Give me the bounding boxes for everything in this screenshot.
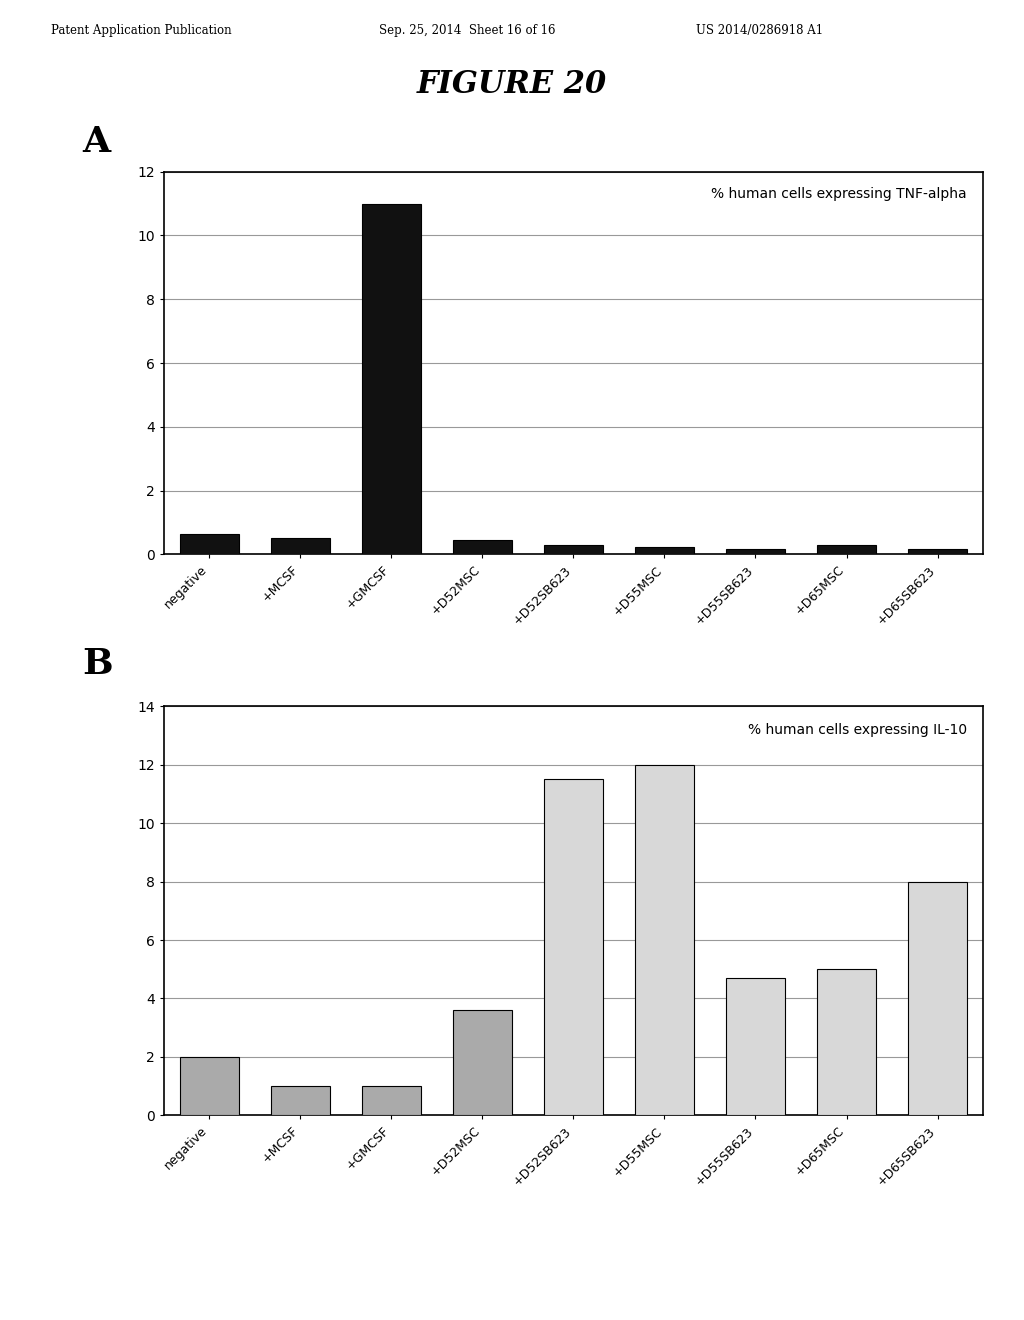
Bar [544,545,603,554]
Bar [453,1010,512,1115]
Bar [453,540,512,554]
Text: Patent Application Publication: Patent Application Publication [51,24,231,37]
Text: B: B [82,647,113,681]
Bar [817,545,877,554]
Bar [361,1086,421,1115]
Bar [180,533,239,554]
Text: A: A [82,125,110,160]
Bar [544,779,603,1115]
Bar [270,1086,330,1115]
Bar [908,549,967,554]
Bar [270,539,330,554]
Text: US 2014/0286918 A1: US 2014/0286918 A1 [696,24,823,37]
Bar [817,969,877,1115]
Bar [180,1057,239,1115]
Text: FIGURE 20: FIGURE 20 [417,69,607,99]
Text: % human cells expressing TNF-alpha: % human cells expressing TNF-alpha [711,187,967,201]
Bar [361,203,421,554]
Bar [726,549,785,554]
Bar [908,882,967,1115]
Text: Sep. 25, 2014  Sheet 16 of 16: Sep. 25, 2014 Sheet 16 of 16 [379,24,555,37]
Bar [635,764,694,1115]
Bar [726,978,785,1115]
Text: % human cells expressing IL-10: % human cells expressing IL-10 [748,722,967,737]
Bar [635,548,694,554]
